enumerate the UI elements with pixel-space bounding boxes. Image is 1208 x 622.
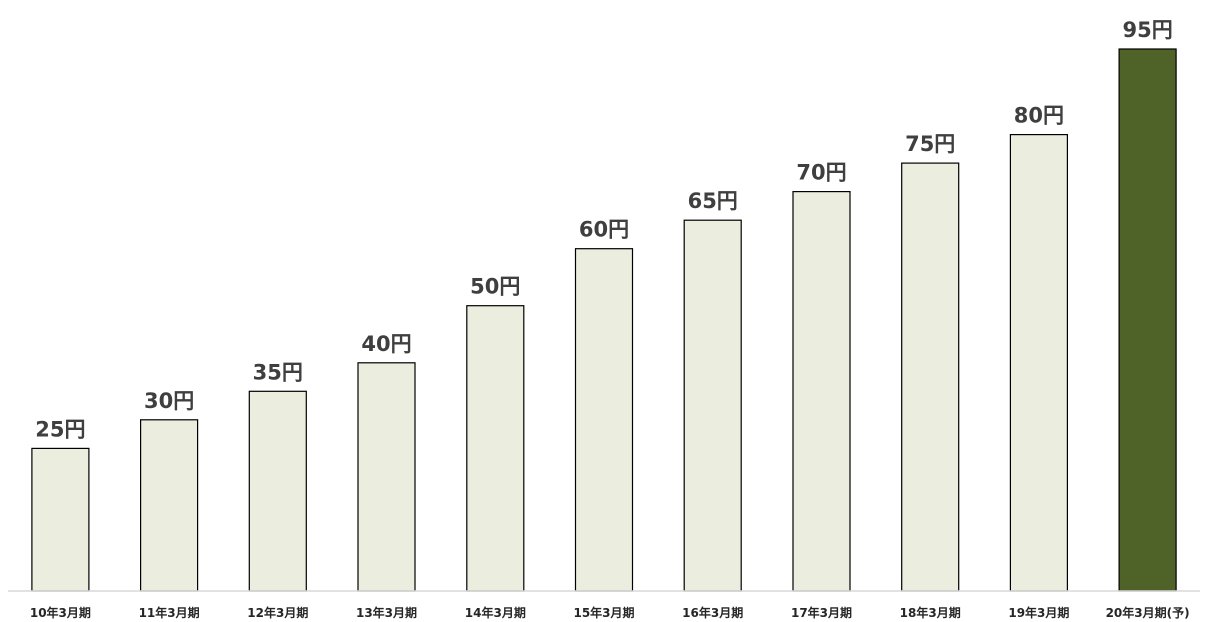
category-label: 13年3月期 xyxy=(356,605,417,620)
value-label: 80円 xyxy=(1014,104,1064,128)
category-label: 19年3月期 xyxy=(1008,605,1069,620)
category-label: 20年3月期(予) xyxy=(1106,605,1190,620)
category-label: 18年3月期 xyxy=(900,605,961,620)
category-label: 10年3月期 xyxy=(30,605,91,620)
category-label: 15年3月期 xyxy=(573,605,634,620)
bar xyxy=(574,248,634,592)
bars-layer xyxy=(31,48,1177,592)
value-label: 75円 xyxy=(905,132,955,156)
value-label: 25円 xyxy=(35,417,85,441)
bar xyxy=(1118,48,1177,592)
category-label: 17年3月期 xyxy=(791,605,852,620)
bar xyxy=(466,305,525,592)
category-label: 12年3月期 xyxy=(247,605,308,620)
bar xyxy=(901,162,960,592)
value-label: 50円 xyxy=(470,275,520,299)
value-label: 65円 xyxy=(688,189,738,213)
bar xyxy=(357,362,416,592)
bar xyxy=(140,419,199,592)
category-label: 14年3月期 xyxy=(465,605,526,620)
bar xyxy=(792,191,851,592)
bar xyxy=(683,219,742,592)
bar xyxy=(1009,134,1069,592)
category-labels-layer: 10年3月期 11年3月期 12年3月期 13年3月期 14年3月期 15年3月期 16年3… xyxy=(30,605,1190,620)
value-label: 35円 xyxy=(253,360,303,384)
value-label: 60円 xyxy=(579,218,629,242)
category-label: 11年3月期 xyxy=(139,605,200,620)
value-label: 30円 xyxy=(144,389,194,413)
value-label: 40円 xyxy=(361,332,411,356)
category-label: 16年3月期 xyxy=(682,605,743,620)
value-label: 95円 xyxy=(1122,18,1172,42)
bar xyxy=(31,447,90,592)
value-labels-layer: 25円 30円 35円 40円 50円 60円 65円 70円 75円 80円 95円 xyxy=(35,18,1172,441)
value-label: 70円 xyxy=(796,161,846,185)
bar xyxy=(248,390,307,592)
